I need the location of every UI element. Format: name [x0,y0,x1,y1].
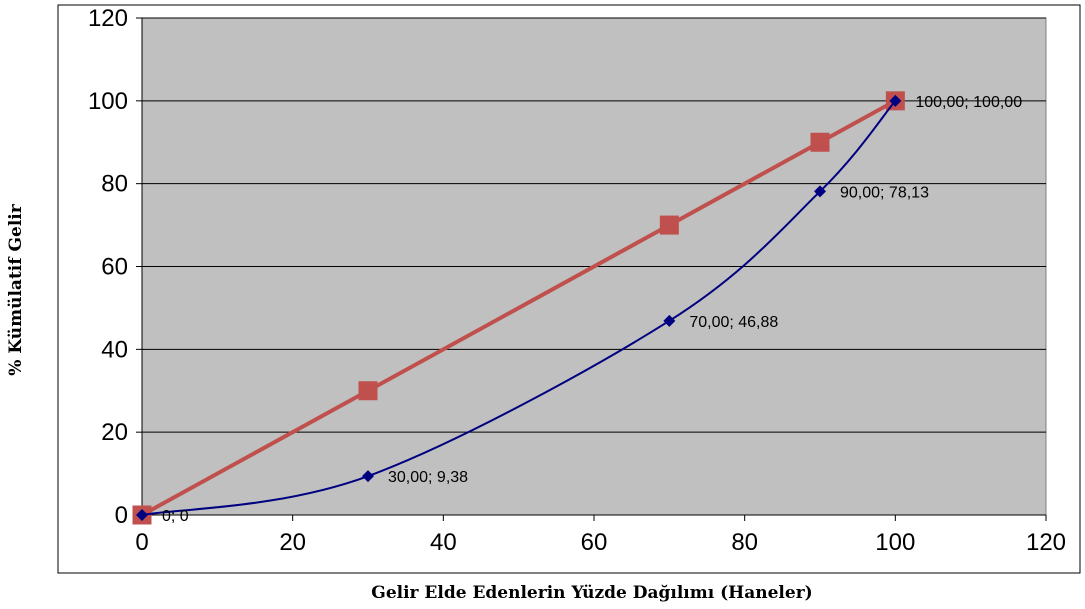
axes [141,18,1046,516]
y-tick-label: 0 [115,502,128,529]
x-tick-label: 0 [135,529,148,556]
x-tick-label: 60 [581,529,608,556]
data-label: 30,00; 9,38 [388,469,468,486]
data-label: 100,00; 100,00 [915,94,1022,111]
x-tick-label: 80 [731,529,758,556]
tick-labels: 0 20 40 60 80 100 120 0 20 40 60 80 100 120 [88,5,1066,556]
series-line-1 [141,100,897,516]
marker-square [810,132,830,152]
marker-diamond [136,509,148,521]
y-tick-label: 60 [101,254,128,281]
y-tick-label: 40 [101,336,128,363]
marker-square [659,215,679,235]
y-tick-label: 120 [88,5,128,32]
x-tick-label: 20 [279,529,306,556]
series-layer [132,91,905,525]
data-label: 90,00; 78,13 [840,184,929,201]
x-tick-label: 100 [875,529,915,556]
x-tick-label: 40 [430,529,457,556]
marker-diamond [889,94,902,107]
marker-square [358,381,378,401]
y-axis-title: % Kümülatif Gelir [6,203,26,375]
data-label: 0; 0 [162,508,189,525]
x-tick-label: 120 [1026,529,1066,556]
x-axis-title: Gelir Elde Edenlerin Yüzde Dağılımı (Han… [371,583,812,603]
marker-diamond [663,314,676,327]
y-tick-label: 20 [101,419,128,446]
data-label: 70,00; 46,88 [689,314,778,331]
y-tick-label: 100 [88,88,128,115]
y-tick-label: 80 [101,171,128,198]
data-labels: 0; 0 30,00; 9,38 70,00; 46,88 90,00; 78,13 1… [162,94,1022,525]
marker-diamond [362,470,374,483]
marker-diamond [814,185,826,198]
